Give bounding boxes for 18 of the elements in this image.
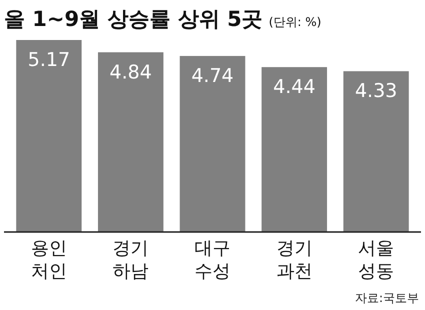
data-label: 4.84 [110,61,152,84]
x-tick-label: 대구 수성 [194,238,230,282]
bar [262,67,328,232]
chart-subtitle: (단위: %) [268,15,322,29]
x-tick-label: 용인 처인 [30,238,67,282]
bar [343,71,409,232]
chart-title: 올 1~9월 상승률 상위 5곳 [4,7,263,31]
data-label: 4.44 [273,76,316,98]
bar [180,56,246,232]
x-tick-label: 서울 성동 [358,238,394,282]
data-label: 4.33 [354,80,398,102]
x-tick-label: 경기 하남 [112,238,149,282]
x-tick-label: 경기 과천 [276,238,312,282]
text: 자료:국토부 [354,291,419,305]
bar [16,40,82,232]
data-label: 4.74 [191,64,234,87]
data-label: 5.17 [28,49,70,71]
bar [98,52,164,232]
